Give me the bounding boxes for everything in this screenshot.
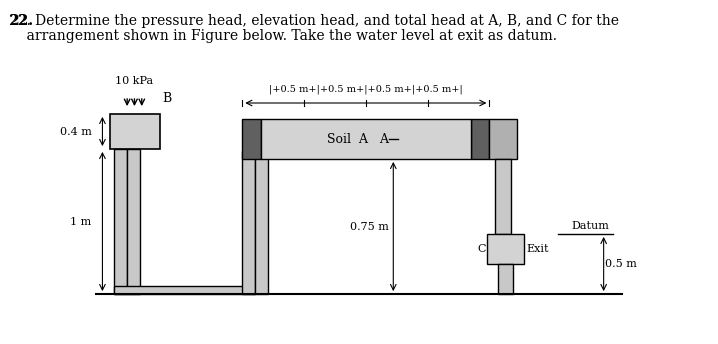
Bar: [255, 151, 268, 294]
Text: Datum: Datum: [572, 221, 610, 231]
Bar: [495, 159, 511, 234]
Text: Soil  A: Soil A: [327, 132, 368, 146]
Bar: [490, 119, 517, 159]
Text: C: C: [477, 244, 485, 254]
Bar: [243, 119, 261, 159]
Bar: [498, 264, 513, 294]
Bar: [261, 119, 471, 159]
Bar: [114, 286, 255, 294]
Bar: [471, 119, 490, 159]
Text: Exit: Exit: [526, 244, 549, 254]
Bar: [110, 114, 160, 149]
Text: arrangement shown in Figure below. Take the water level at exit as datum.: arrangement shown in Figure below. Take …: [9, 29, 557, 43]
Text: 0.75 m: 0.75 m: [350, 222, 388, 232]
Text: 10 kPa: 10 kPa: [116, 76, 154, 86]
Text: A: A: [380, 132, 388, 146]
Text: 22. Determine the pressure head, elevation head, and total head at A, B, and C f: 22. Determine the pressure head, elevati…: [9, 14, 619, 28]
Bar: [243, 151, 255, 294]
Text: 1 m: 1 m: [70, 216, 91, 226]
Text: 0.4 m: 0.4 m: [60, 127, 91, 137]
Bar: [114, 149, 127, 294]
Bar: [127, 149, 140, 294]
Text: |+0.5 m+|+0.5 m+|+0.5 m+|+0.5 m+|: |+0.5 m+|+0.5 m+|+0.5 m+|+0.5 m+|: [269, 85, 462, 94]
Text: B: B: [162, 92, 171, 105]
Bar: [488, 234, 524, 264]
Text: 0.5 m: 0.5 m: [605, 259, 638, 269]
Text: 22.: 22.: [9, 14, 33, 28]
